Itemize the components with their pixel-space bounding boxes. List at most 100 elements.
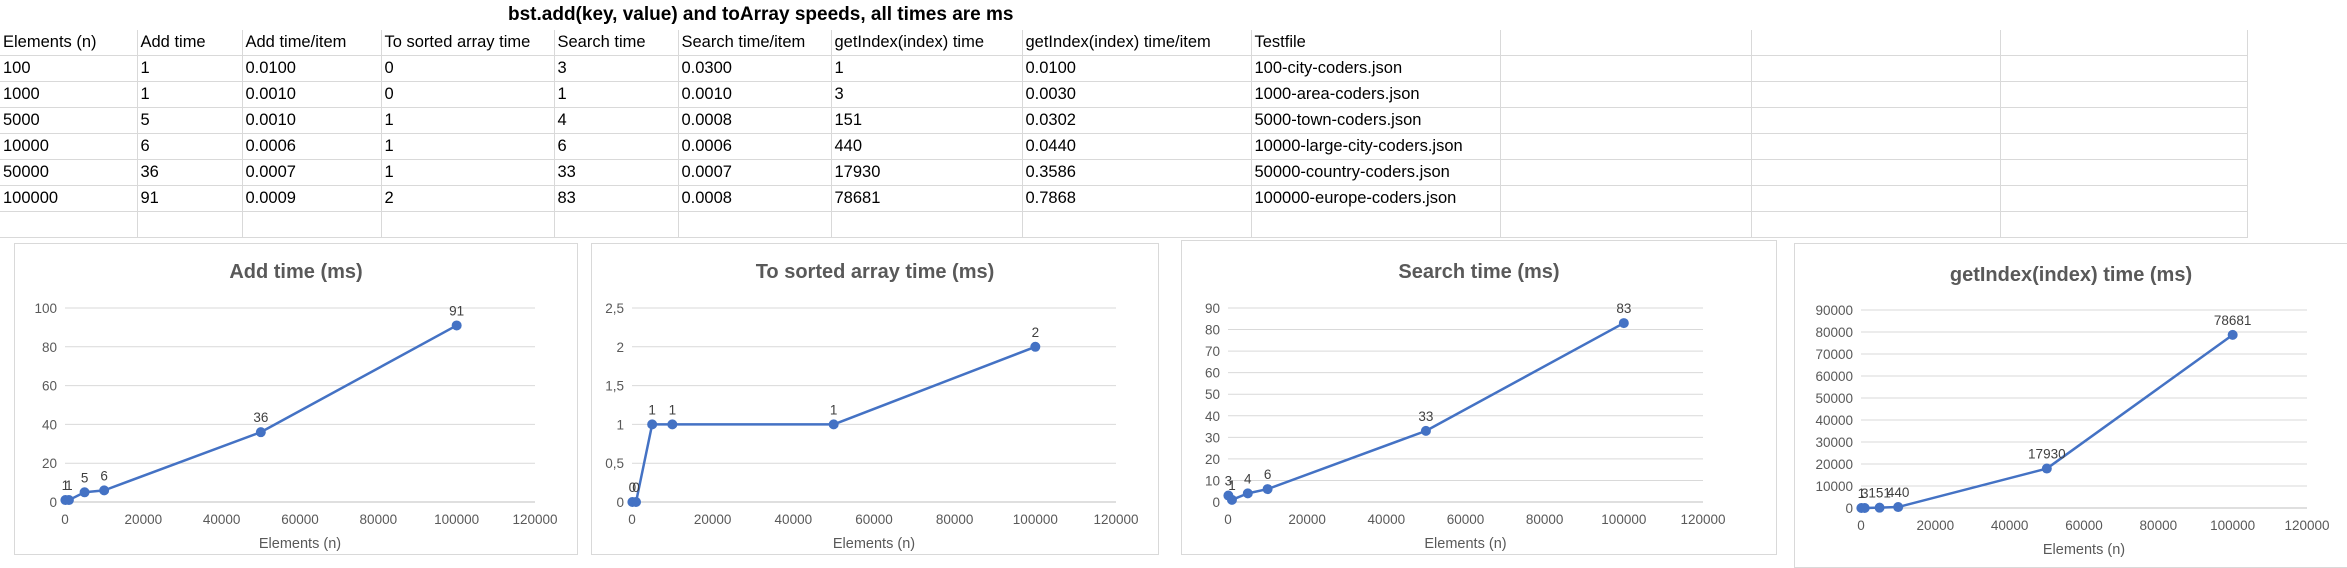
empty-cell[interactable] bbox=[1500, 55, 1752, 82]
cell[interactable]: 100-city-coders.json bbox=[1251, 55, 1501, 82]
empty-cell[interactable] bbox=[1500, 159, 1752, 186]
empty-cell[interactable] bbox=[1751, 133, 2001, 160]
cell[interactable]: 10000 bbox=[0, 133, 138, 160]
empty-cell[interactable] bbox=[2000, 30, 2248, 56]
sheet-title-cell[interactable]: bst.add(key, value) and toArray speeds, … bbox=[0, 0, 2347, 30]
empty-cell[interactable] bbox=[1500, 107, 1752, 134]
cell[interactable]: Search time bbox=[554, 30, 679, 56]
cell[interactable]: 100000 bbox=[0, 185, 138, 212]
cell[interactable]: 1 bbox=[554, 81, 679, 108]
cell[interactable]: 0.7868 bbox=[1022, 185, 1252, 212]
cell[interactable]: 83 bbox=[554, 185, 679, 212]
cell[interactable]: 0.0030 bbox=[1022, 81, 1252, 108]
chart-add-time[interactable]: Add time (ms) 0 20 40 60 80 100 0 20000 40000 6000… bbox=[14, 243, 578, 555]
cell[interactable]: Add time/item bbox=[242, 30, 382, 56]
empty-cell[interactable] bbox=[1751, 55, 2001, 82]
cell[interactable]: 0.0009 bbox=[242, 185, 382, 212]
empty-cell[interactable] bbox=[1251, 211, 1501, 238]
empty-cell[interactable] bbox=[1751, 81, 2001, 108]
empty-cell[interactable] bbox=[1500, 185, 1752, 212]
cell[interactable]: 1 bbox=[381, 107, 555, 134]
empty-cell[interactable] bbox=[242, 211, 382, 238]
cell[interactable]: Search time/item bbox=[678, 30, 832, 56]
cell[interactable]: Add time bbox=[137, 30, 243, 56]
cell[interactable]: 4 bbox=[554, 107, 679, 134]
cell[interactable]: 0.0100 bbox=[1022, 55, 1252, 82]
chart-getindex-time[interactable]: getIndex(index) time (ms) 0 10000 20000 3000… bbox=[1794, 243, 2347, 568]
empty-cell[interactable] bbox=[2000, 81, 2248, 108]
empty-cell[interactable] bbox=[2000, 133, 2248, 160]
cell[interactable]: 151 bbox=[831, 107, 1023, 134]
cell[interactable]: 0.0100 bbox=[242, 55, 382, 82]
cell[interactable]: 3 bbox=[831, 81, 1023, 108]
empty-cell[interactable] bbox=[2000, 211, 2248, 238]
cell[interactable]: 0 bbox=[381, 81, 555, 108]
cell[interactable]: 50000 bbox=[0, 159, 138, 186]
chart-to-sorted-array-time[interactable]: To sorted array time (ms) 0 0,5 1 1,5 2 2,5 0 20… bbox=[591, 243, 1159, 555]
cell[interactable]: 100 bbox=[0, 55, 138, 82]
cell[interactable]: 3 bbox=[554, 55, 679, 82]
cell[interactable]: 17930 bbox=[831, 159, 1023, 186]
empty-cell[interactable] bbox=[2000, 107, 2248, 134]
cell[interactable]: 0.0010 bbox=[242, 81, 382, 108]
empty-cell[interactable] bbox=[1022, 211, 1252, 238]
cell[interactable]: 100000-europe-coders.json bbox=[1251, 185, 1501, 212]
cell[interactable]: getIndex(index) time/item bbox=[1022, 30, 1252, 56]
empty-cell[interactable] bbox=[831, 211, 1023, 238]
cell[interactable]: Elements (n) bbox=[0, 30, 138, 56]
cell[interactable]: 6 bbox=[554, 133, 679, 160]
empty-cell[interactable] bbox=[1751, 159, 2001, 186]
empty-cell[interactable] bbox=[678, 211, 832, 238]
cell[interactable]: 6 bbox=[137, 133, 243, 160]
empty-cell[interactable] bbox=[137, 211, 243, 238]
cell[interactable]: 0.0008 bbox=[678, 107, 832, 134]
cell[interactable]: 0.0007 bbox=[242, 159, 382, 186]
cell[interactable]: 10000-large-city-coders.json bbox=[1251, 133, 1501, 160]
cell[interactable]: 50000-country-coders.json bbox=[1251, 159, 1501, 186]
cell[interactable]: 1 bbox=[381, 133, 555, 160]
cell[interactable]: 0.0440 bbox=[1022, 133, 1252, 160]
empty-cell[interactable] bbox=[0, 211, 138, 238]
cell[interactable]: 36 bbox=[137, 159, 243, 186]
cell[interactable]: 440 bbox=[831, 133, 1023, 160]
cell[interactable]: Testfile bbox=[1251, 30, 1501, 56]
cell[interactable]: getIndex(index) time bbox=[831, 30, 1023, 56]
cell[interactable]: 0.0006 bbox=[678, 133, 832, 160]
cell[interactable]: 1 bbox=[137, 55, 243, 82]
cell[interactable]: 0.3586 bbox=[1022, 159, 1252, 186]
cell[interactable]: 0.0300 bbox=[678, 55, 832, 82]
cell[interactable]: 0 bbox=[381, 55, 555, 82]
empty-cell[interactable] bbox=[1751, 30, 2001, 56]
empty-cell[interactable] bbox=[1500, 81, 1752, 108]
cell[interactable]: 0.0302 bbox=[1022, 107, 1252, 134]
empty-cell[interactable] bbox=[2000, 159, 2248, 186]
cell[interactable]: 1000 bbox=[0, 81, 138, 108]
empty-cell[interactable] bbox=[1500, 133, 1752, 160]
cell[interactable]: 2 bbox=[381, 185, 555, 212]
empty-cell[interactable] bbox=[1751, 107, 2001, 134]
cell[interactable]: 33 bbox=[554, 159, 679, 186]
cell[interactable]: 78681 bbox=[831, 185, 1023, 212]
cell[interactable]: 0.0010 bbox=[242, 107, 382, 134]
cell[interactable]: 1000-area-coders.json bbox=[1251, 81, 1501, 108]
empty-cell[interactable] bbox=[381, 211, 555, 238]
empty-cell[interactable] bbox=[1751, 185, 2001, 212]
cell[interactable]: 0.0007 bbox=[678, 159, 832, 186]
empty-cell[interactable] bbox=[554, 211, 679, 238]
cell[interactable]: 5000-town-coders.json bbox=[1251, 107, 1501, 134]
cell[interactable]: 0.0010 bbox=[678, 81, 832, 108]
cell[interactable]: 0.0006 bbox=[242, 133, 382, 160]
chart-search-time[interactable]: Search time (ms) 0 10 20 30 40 50 60 70 80 90 0 2000… bbox=[1181, 240, 1777, 555]
empty-cell[interactable] bbox=[1751, 211, 2001, 238]
cell[interactable]: 5000 bbox=[0, 107, 138, 134]
cell[interactable]: 1 bbox=[137, 81, 243, 108]
cell[interactable]: 91 bbox=[137, 185, 243, 212]
cell[interactable]: 0.0008 bbox=[678, 185, 832, 212]
cell[interactable]: To sorted array time bbox=[381, 30, 555, 56]
empty-cell[interactable] bbox=[1500, 30, 1752, 56]
cell[interactable]: 1 bbox=[381, 159, 555, 186]
cell[interactable]: 1 bbox=[831, 55, 1023, 82]
empty-cell[interactable] bbox=[2000, 55, 2248, 82]
empty-cell[interactable] bbox=[1500, 211, 1752, 238]
cell[interactable]: 5 bbox=[137, 107, 243, 134]
